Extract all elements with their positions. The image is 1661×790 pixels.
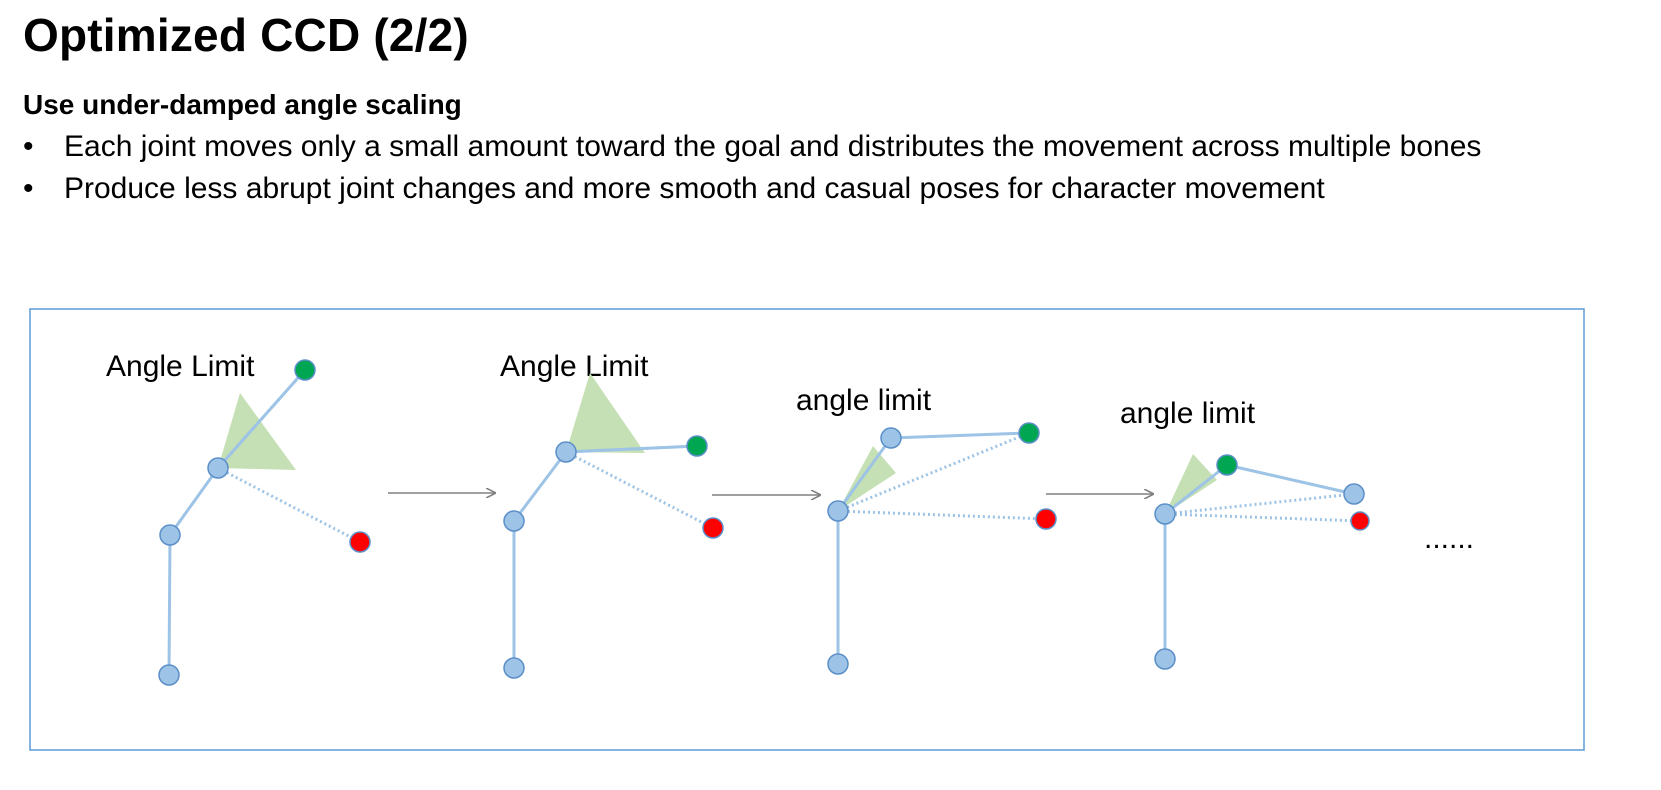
bone [564,444,699,454]
angle-limit-label: angle limit [1120,397,1256,430]
bullet-marker: • [23,172,34,205]
joint [207,457,229,479]
bullet-marker: • [23,130,34,163]
bone [1163,463,1229,516]
bone [1225,463,1356,496]
ccd-step-1: Angle Limit [106,350,371,686]
end-effector [294,359,316,381]
bullet-item: • Each joint moves only a small amount t… [23,126,1481,168]
joint [555,441,577,463]
slide-subtitle: Use under-damped angle scaling [23,89,462,120]
ccd-step-4: angle limit [1120,397,1370,670]
bone [167,533,172,677]
target [702,517,724,539]
joint [827,500,849,522]
angle-limit-label: Angle Limit [500,350,649,383]
angle-limit-label: Angle Limit [106,350,255,383]
target [349,531,371,553]
joint [1343,483,1365,505]
angle-limit-cone [566,373,645,453]
angle-limit-label: angle limit [796,384,932,417]
end-effector [1216,454,1238,476]
joint [1154,503,1176,525]
diagram-frame [29,308,1585,751]
target-line [217,466,361,544]
joint [159,524,181,546]
target-line [565,450,714,530]
angle-limit-cone [218,393,296,470]
joint [158,664,180,686]
target-line [1164,512,1361,523]
bullet-item: • Produce less abrupt joint changes and … [23,168,1481,210]
ellipsis: ...... [1424,522,1474,555]
target-line [837,509,1047,521]
end-effector [1018,422,1040,444]
slide-title: Optimized CCD (2/2) [23,9,469,61]
bone [168,466,220,537]
bone [216,368,307,470]
angle-limit-cone [838,446,896,511]
target [1035,508,1057,530]
target-line [1164,492,1355,516]
bone [889,431,1031,440]
end-effector [686,435,708,457]
ccd-step-3: angle limit [796,384,1057,675]
ccd-step-2: Angle Limit [500,350,724,679]
bullet-text: Produce less abrupt joint changes and mo… [64,172,1325,205]
joint [503,510,525,532]
bone [512,450,568,523]
target [1350,511,1370,531]
bullet-text: Each joint moves only a small amount tow… [64,130,1482,163]
joint [827,653,849,675]
joint [880,427,902,449]
bone [836,436,893,513]
angle-limit-cone [1165,454,1217,514]
target-line [837,431,1030,513]
bullet-list: • Each joint moves only a small amount t… [23,126,1481,210]
joint [1154,648,1176,670]
joint [503,657,525,679]
